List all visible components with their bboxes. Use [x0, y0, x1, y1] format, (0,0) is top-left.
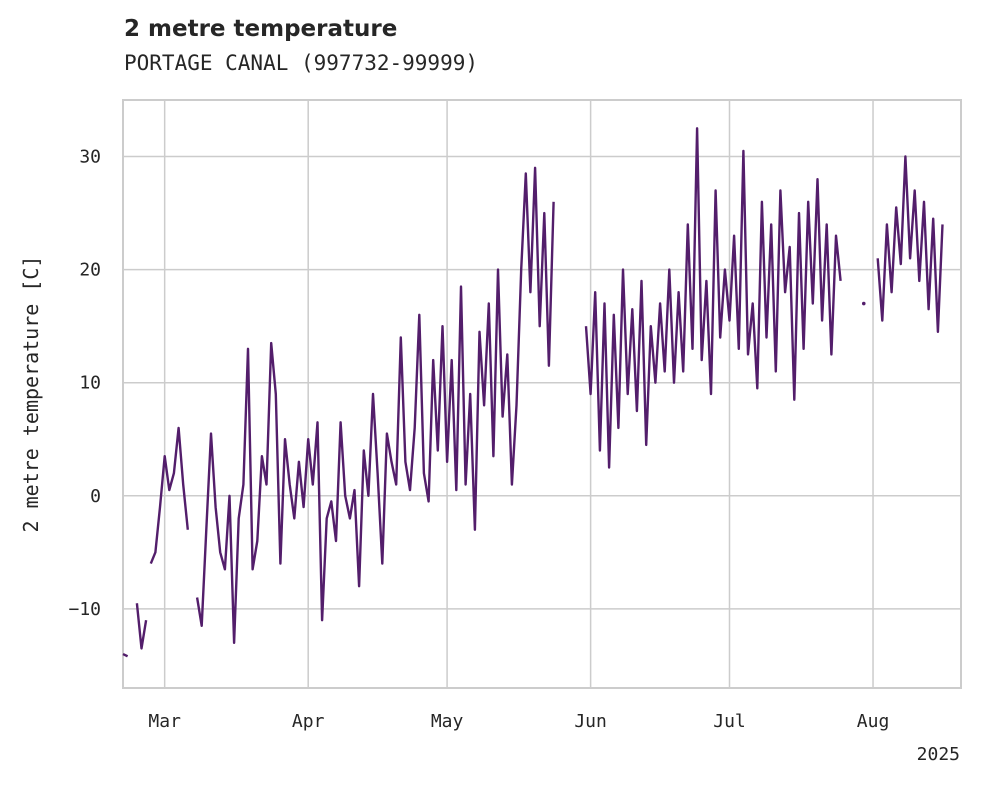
x-tick-label: Jun	[574, 711, 607, 732]
series-line-segment	[149, 426, 189, 565]
x-axis: Mar Apr May Jun Jul Aug	[148, 711, 889, 732]
series-line-segment	[135, 603, 148, 650]
y-tick-label: 30	[79, 147, 101, 168]
y-tick-label: 10	[79, 373, 101, 394]
y-tick-label: 20	[79, 260, 101, 281]
y-axis: −10 0 10 20 30	[68, 147, 101, 620]
chart-subtitle: PORTAGE CANAL (997732-99999)	[124, 51, 479, 75]
x-tick-label: Jul	[713, 711, 746, 732]
series-line-segment	[584, 127, 842, 469]
data-point	[861, 301, 866, 306]
y-tick-label: 0	[90, 486, 101, 507]
series-group	[122, 127, 944, 658]
y-tick-label: −10	[68, 599, 101, 620]
y-axis-label: 2 metre temperature [C]	[19, 256, 43, 533]
year-label: 2025	[917, 744, 960, 765]
x-tick-label: May	[431, 711, 464, 732]
x-tick-label: Apr	[292, 711, 325, 732]
x-tick-label: Mar	[148, 711, 181, 732]
x-tick-label: Aug	[857, 711, 890, 732]
gridlines	[123, 100, 961, 688]
series-line-segment	[195, 166, 555, 644]
plot-frame	[122, 99, 962, 689]
series-line-segment	[122, 653, 129, 658]
series-line-segment	[876, 155, 944, 333]
chart-title: 2 metre temperature	[124, 16, 398, 42]
